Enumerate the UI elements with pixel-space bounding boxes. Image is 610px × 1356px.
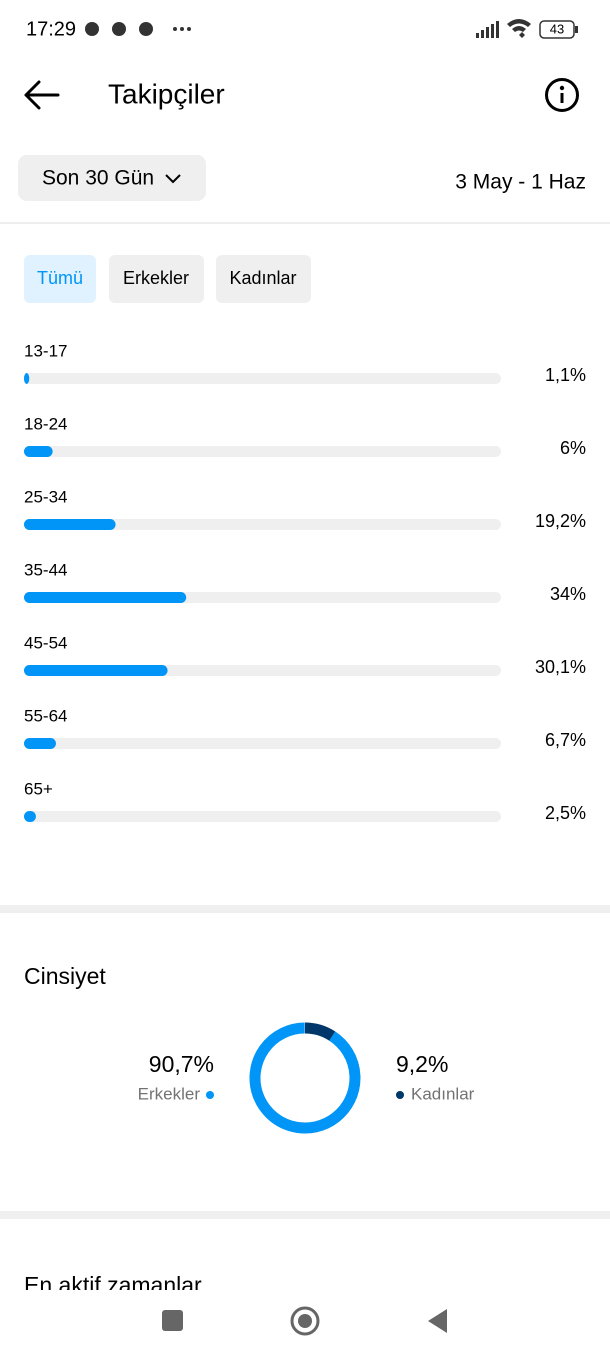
- value-label: 6,7%: [545, 730, 586, 750]
- nav-recent[interactable]: [162, 1310, 183, 1331]
- period-dropdown[interactable]: [18, 155, 206, 201]
- tab-label: Tümü: [37, 268, 83, 288]
- bar: [24, 738, 56, 749]
- gender-value: 9,2%: [396, 1051, 448, 1077]
- battery: [539, 20, 575, 39]
- status-time: 17:29: [26, 18, 76, 40]
- tab-label: Kadınlar: [229, 268, 296, 288]
- dropdown-chevron: [165, 174, 181, 184]
- legend-label: Kadınlar: [411, 1084, 475, 1103]
- bar-track: [24, 811, 501, 822]
- age-label: 55-64: [24, 706, 67, 725]
- age-label: 25-34: [24, 487, 67, 506]
- nav-home[interactable]: [290, 1306, 320, 1336]
- status-icons: [85, 19, 531, 38]
- donut-segment: [249, 1022, 361, 1134]
- age-label: 35-44: [24, 560, 67, 579]
- section-separator: [0, 1211, 610, 1219]
- value-label: 30,1%: [535, 657, 586, 677]
- value-label: 1,1%: [545, 365, 586, 385]
- period-label: Son 30 Gün: [42, 167, 154, 190]
- value-label: 2,5%: [545, 803, 586, 823]
- bar-track: [24, 738, 501, 749]
- gender-value: 90,7%: [149, 1051, 214, 1077]
- bar: [24, 446, 53, 457]
- section-separator: [0, 905, 610, 913]
- date-range: 3 May - 1 Haz: [455, 171, 586, 194]
- battery-tip: [575, 26, 578, 33]
- bar-track: [24, 446, 501, 457]
- page-title: Takipçiler: [108, 78, 225, 109]
- age-label: 18-24: [24, 414, 67, 433]
- tab-label: Erkekler: [123, 268, 189, 288]
- bar: [24, 811, 36, 822]
- bar-track: [24, 519, 501, 530]
- legend-label: Erkekler: [138, 1084, 201, 1103]
- legend-dot: [396, 1091, 404, 1099]
- value-label: 34%: [550, 584, 586, 604]
- tab-all[interactable]: [24, 255, 96, 303]
- battery-level: 43: [550, 21, 564, 36]
- value-label: 19,2%: [535, 511, 586, 531]
- bar: [24, 592, 187, 603]
- section-title: Cinsiyet: [24, 963, 106, 989]
- info-button[interactable]: [545, 78, 579, 112]
- tab-men[interactable]: [109, 255, 204, 303]
- back-button[interactable]: [24, 80, 60, 110]
- age-label: 45-54: [24, 633, 67, 652]
- bar: [24, 519, 116, 530]
- nav-back[interactable]: [428, 1309, 447, 1333]
- value-label: 6%: [560, 438, 586, 458]
- legend-dot: [206, 1091, 214, 1099]
- bar: [24, 373, 30, 384]
- tab-women[interactable]: [216, 255, 311, 303]
- bar-track: [24, 373, 501, 384]
- donut-segment: [304, 1022, 336, 1041]
- age-label: 13-17: [24, 341, 67, 360]
- bar: [24, 665, 168, 676]
- age-label: 65+: [24, 779, 53, 798]
